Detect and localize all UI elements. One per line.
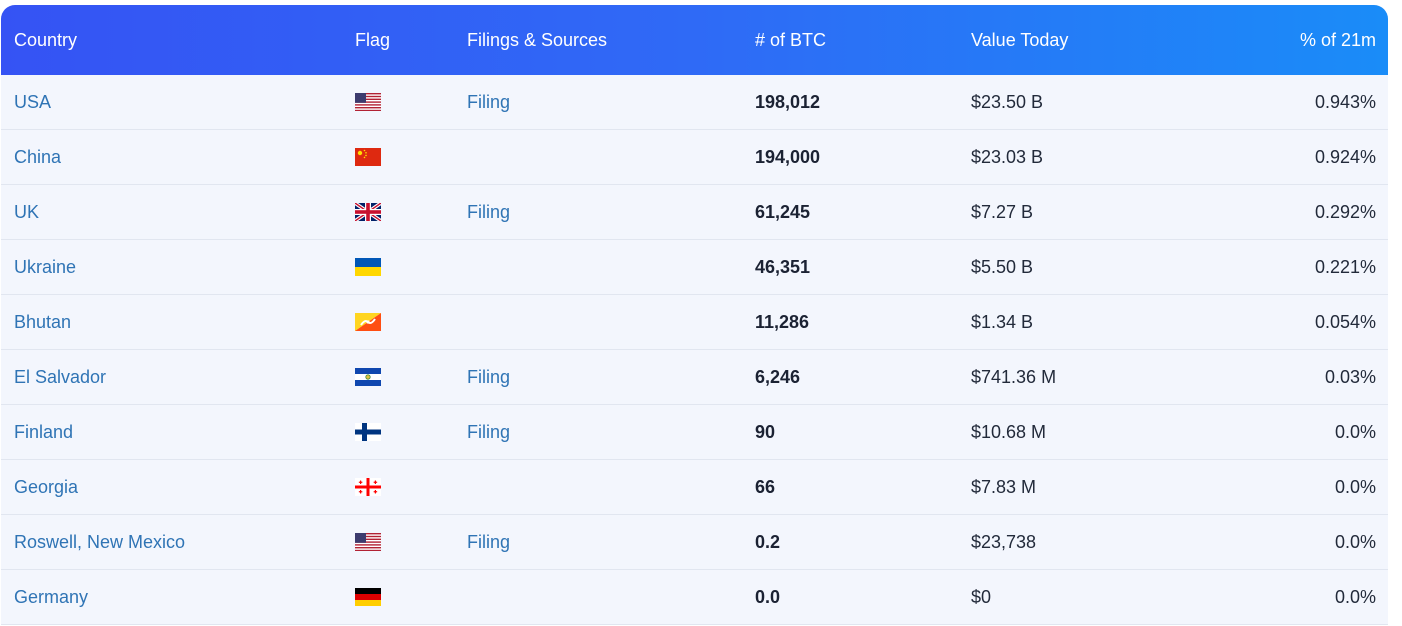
usa-flag-icon	[355, 533, 381, 551]
el-salvador-flag-icon	[355, 368, 381, 386]
pct-of-21m: 0.943%	[1314, 91, 1376, 112]
value-today: $741.36 M	[971, 366, 1057, 387]
btc-amount: 46,351	[755, 256, 811, 277]
table-row: UK Filing 61,245 $7.27 B 0.292%	[1, 185, 1388, 240]
pct-of-21m: 0.03%	[1324, 366, 1376, 387]
china-flag-icon	[355, 148, 381, 166]
value-today: $23,738	[971, 531, 1037, 552]
header-value[interactable]: Value Today	[971, 29, 1069, 50]
filing-link[interactable]: Filing	[467, 366, 511, 387]
value-today: $23.50 B	[971, 91, 1044, 112]
pct-of-21m: 0.292%	[1314, 201, 1376, 222]
value-today: $7.27 B	[971, 201, 1034, 222]
table-row: Finland Filing 90 $10.68 M 0.0%	[1, 405, 1388, 460]
filing-link[interactable]: Filing	[467, 421, 511, 442]
bhutan-flag-icon	[355, 313, 381, 331]
btc-amount: 6,246	[755, 366, 801, 387]
table-row: Georgia 66 $7.83 M 0	[1, 460, 1388, 515]
country-link[interactable]: China	[14, 146, 62, 167]
filing-link[interactable]: Filing	[467, 531, 511, 552]
btc-amount: 194,000	[755, 146, 821, 167]
uk-flag-icon	[355, 203, 381, 221]
value-today: $10.68 M	[971, 421, 1047, 442]
country-link[interactable]: USA	[14, 91, 52, 112]
country-link[interactable]: Germany	[14, 586, 89, 607]
pct-of-21m: 0.924%	[1314, 146, 1376, 167]
value-today: $7.83 M	[971, 476, 1037, 497]
table-row: El Salvador Filing 6,246 $741.36 M 0.03%	[1, 350, 1388, 405]
value-today: $1.34 B	[971, 311, 1034, 332]
country-link[interactable]: Finland	[14, 421, 74, 442]
country-link[interactable]: UK	[14, 201, 40, 222]
usa-flag-icon	[355, 93, 381, 111]
finland-flag-icon	[355, 423, 381, 441]
pct-of-21m: 0.0%	[1334, 476, 1376, 497]
pct-of-21m: 0.054%	[1314, 311, 1376, 332]
country-link[interactable]: Roswell, New Mexico	[14, 531, 186, 552]
germany-flag-icon	[355, 588, 381, 606]
value-today: $0	[971, 586, 992, 607]
country-link[interactable]: Ukraine	[14, 256, 77, 277]
table-row: Ukraine 46,351 $5.50 B 0.221%	[1, 240, 1388, 295]
table-header: Country Flag Filings & Sources # of BTC …	[1, 5, 1388, 75]
filing-link[interactable]: Filing	[467, 201, 511, 222]
btc-amount: 90	[755, 421, 776, 442]
btc-amount: 61,245	[755, 201, 811, 222]
header-filings[interactable]: Filings & Sources	[467, 29, 608, 50]
table-row: China 194,000 $23.03 B 0.924%	[1, 130, 1388, 185]
country-link[interactable]: El Salvador	[14, 366, 107, 387]
btc-holdings-table: Country Flag Filings & Sources # of BTC …	[1, 5, 1388, 626]
table-row: USA Filing 198,012 $23.50 B 0.943%	[1, 75, 1388, 130]
country-link[interactable]: Bhutan	[14, 311, 72, 332]
header-country[interactable]: Country	[14, 29, 78, 50]
table-row: Germany 0.0 $0 0.0%	[1, 570, 1388, 625]
value-today: $23.03 B	[971, 146, 1044, 167]
country-link[interactable]: Georgia	[14, 476, 79, 497]
pct-of-21m: 0.0%	[1334, 421, 1376, 442]
btc-amount: 0.2	[755, 531, 781, 552]
btc-amount: 11,286	[755, 311, 810, 332]
table-row: Roswell, New Mexico Filing 0.2 $23,738 0…	[1, 515, 1388, 570]
pct-of-21m: 0.0%	[1334, 586, 1376, 607]
header-flag[interactable]: Flag	[355, 29, 391, 50]
georgia-flag-icon	[355, 478, 381, 496]
value-today: $5.50 B	[971, 256, 1034, 277]
table-row: Bhutan 11,286 $1.34 B 0.054%	[1, 295, 1388, 350]
btc-amount: 0.0	[755, 586, 781, 607]
header-pct[interactable]: % of 21m	[1299, 29, 1376, 50]
header-btc[interactable]: # of BTC	[755, 29, 827, 50]
filing-link[interactable]: Filing	[467, 91, 511, 112]
pct-of-21m: 0.0%	[1334, 531, 1376, 552]
btc-amount: 66	[755, 476, 776, 497]
btc-amount: 198,012	[755, 91, 821, 112]
pct-of-21m: 0.221%	[1314, 256, 1376, 277]
ukraine-flag-icon	[355, 258, 381, 276]
